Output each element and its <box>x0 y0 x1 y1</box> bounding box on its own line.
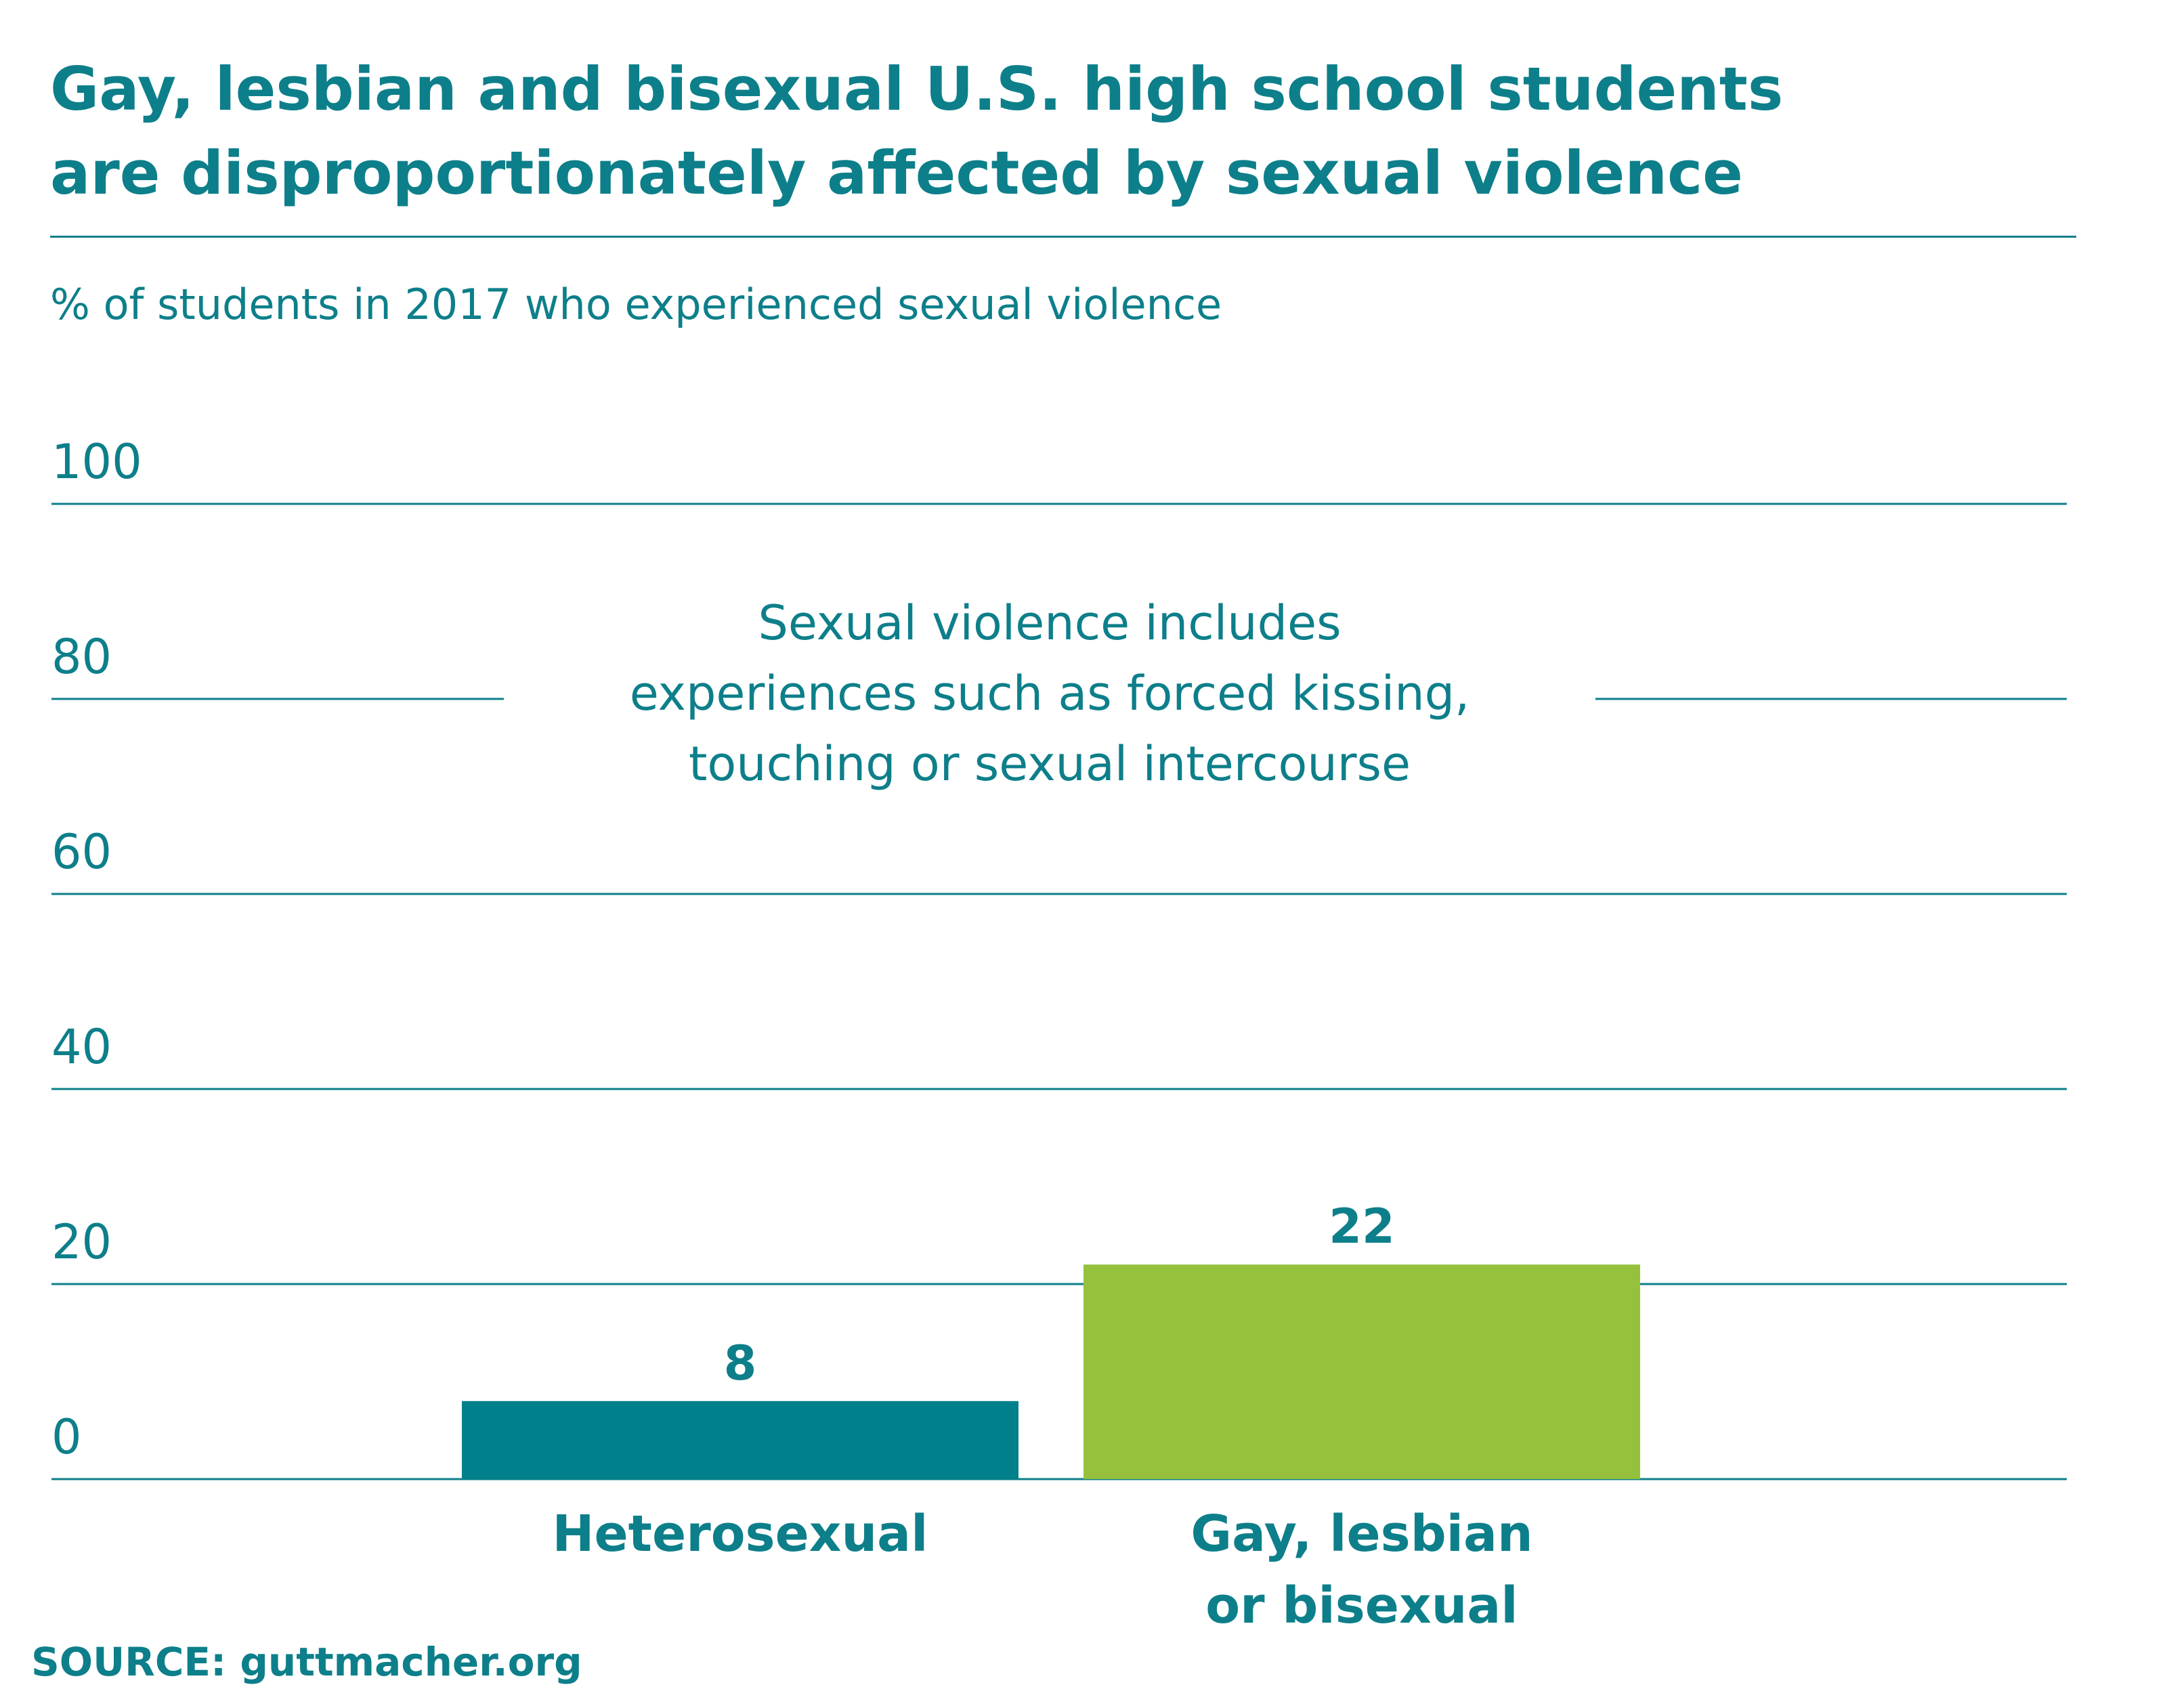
chart-title-line-1: Gay, lesbian and bisexual U.S. high scho… <box>50 54 1784 124</box>
category-label-line: Heterosexual <box>553 1505 928 1563</box>
value-label-gay-lesbian-bisexual: 22 <box>1329 1199 1394 1254</box>
y-tick-label-80: 80 <box>51 629 112 685</box>
y-tick-label-100: 100 <box>51 434 142 490</box>
source-note: SOURCE: guttmacher.org <box>31 1639 582 1685</box>
y-tick-label-20: 20 <box>51 1214 112 1270</box>
chart-subtitle: % of students in 2017 who experienced se… <box>50 280 1222 329</box>
annotation-line-1: Sexual violence includes <box>758 595 1342 651</box>
category-label-line: or bisexual <box>1205 1577 1518 1635</box>
bar-gay-lesbian-bisexual <box>1084 1264 1640 1479</box>
y-tick-label-0: 0 <box>51 1409 82 1465</box>
y-tick-label-40: 40 <box>51 1019 112 1075</box>
title-divider <box>50 236 2076 238</box>
chart-title: Gay, lesbian and bisexual U.S. high scho… <box>50 47 2082 215</box>
bar-heterosexual <box>462 1401 1018 1479</box>
y-tick-label-60: 60 <box>51 824 112 880</box>
value-label-heterosexual: 8 <box>724 1336 757 1391</box>
category-label-heterosexual: Heterosexual <box>553 1505 928 1563</box>
annotation-line-2: experiences such as forced kissing, <box>629 666 1470 721</box>
chart-title-line-2: are disproportionately affected by sexua… <box>50 138 1743 208</box>
chart-annotation: Sexual violence includes experiences suc… <box>508 588 1591 799</box>
category-label-line: Gay, lesbian <box>1190 1505 1532 1563</box>
annotation-line-3: touching or sexual intercourse <box>688 736 1411 792</box>
category-label-gay-lesbian-bisexual: Gay, lesbian or bisexual <box>1190 1505 1532 1635</box>
